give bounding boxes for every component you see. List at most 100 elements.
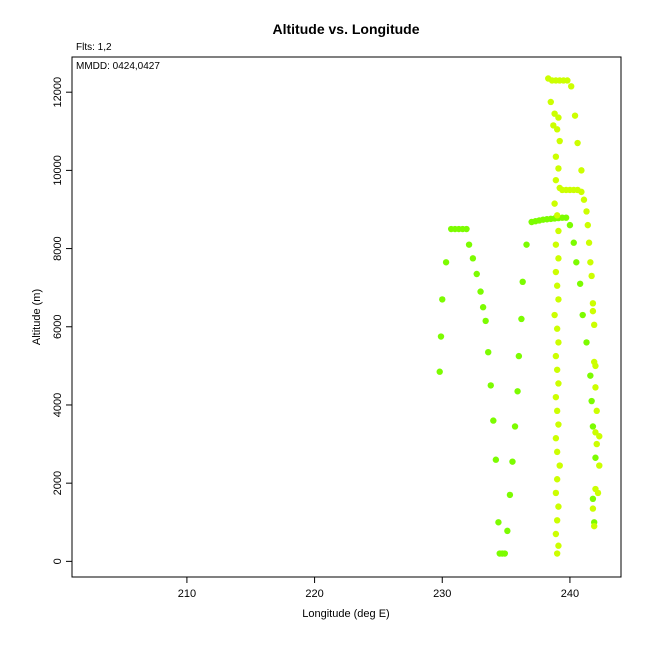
data-point	[495, 519, 502, 526]
data-point	[555, 339, 562, 346]
data-point	[550, 122, 557, 129]
data-point	[553, 212, 561, 219]
data-point	[552, 176, 560, 184]
data-point	[580, 196, 588, 203]
data-point	[552, 489, 560, 497]
data-point	[439, 296, 446, 303]
y-axis-label: Altitude (m)	[31, 289, 43, 345]
data-point	[590, 321, 598, 329]
data-point	[551, 110, 558, 117]
data-point	[547, 98, 554, 106]
data-point	[555, 503, 562, 510]
data-point	[592, 429, 599, 436]
dates-annotation: MMDD: 0424,0427	[76, 61, 160, 72]
data-point	[552, 153, 560, 160]
data-point	[556, 462, 563, 469]
data-point	[555, 542, 562, 549]
data-point	[552, 393, 560, 401]
data-point	[518, 315, 525, 323]
data-point	[473, 270, 480, 278]
data-point	[578, 188, 585, 196]
data-point	[583, 208, 590, 215]
data-point	[552, 352, 560, 360]
data-point	[589, 495, 597, 503]
data-point	[553, 126, 561, 133]
data-point	[579, 311, 586, 319]
data-point	[583, 339, 590, 346]
data-point	[562, 214, 570, 221]
data-point	[555, 296, 562, 303]
data-point	[556, 137, 563, 145]
y-tick-label: 10000	[52, 155, 64, 186]
chart-title: Altitude vs. Longitude	[273, 21, 420, 37]
data-point	[571, 112, 579, 119]
data-point	[469, 255, 477, 262]
y-tick-label: 8000	[52, 236, 64, 260]
data-point	[588, 272, 595, 280]
data-point	[555, 255, 562, 262]
data-point	[584, 221, 592, 229]
data-point	[551, 200, 558, 207]
x-tick-label: 210	[178, 588, 196, 600]
data-point	[514, 388, 521, 395]
data-point	[555, 421, 562, 428]
data-point	[568, 83, 575, 90]
data-point	[555, 165, 562, 172]
data-point	[553, 517, 561, 524]
data-point	[523, 241, 530, 248]
data-point	[551, 311, 558, 319]
data-point	[553, 282, 561, 289]
data-point	[511, 423, 519, 430]
data-point	[555, 380, 562, 387]
plot-frame	[71, 56, 622, 578]
data-point	[553, 407, 561, 415]
data-point	[479, 304, 487, 311]
data-point	[564, 77, 571, 84]
data-point	[463, 225, 470, 233]
flights-annotation: Flts: 1,2	[76, 42, 112, 53]
data-point	[506, 491, 514, 499]
data-point	[552, 241, 560, 248]
data-point	[593, 407, 600, 415]
data-point	[573, 259, 580, 266]
data-point	[492, 456, 500, 463]
data-point	[487, 382, 494, 389]
data-point	[589, 307, 597, 315]
data-point	[592, 384, 599, 391]
data-point	[553, 325, 561, 332]
data-point	[566, 221, 574, 229]
data-point	[588, 397, 595, 405]
x-axis: 210 220 230 240	[178, 577, 579, 600]
data-point	[504, 527, 511, 535]
data-point	[555, 227, 562, 235]
data-point	[570, 239, 577, 246]
x-tick-label: 220	[305, 588, 323, 600]
data-point	[442, 259, 450, 266]
data-point	[596, 462, 603, 469]
data-point	[589, 423, 597, 430]
data-point	[553, 366, 561, 373]
y-tick-label: 2000	[52, 471, 64, 495]
data-point	[587, 372, 594, 379]
data-point	[436, 368, 443, 375]
data-point	[501, 550, 509, 557]
data-point	[552, 530, 560, 538]
data-point	[553, 476, 561, 483]
data-point	[490, 417, 497, 424]
x-tick-label: 240	[561, 588, 579, 600]
data-point	[553, 448, 561, 456]
data-points	[436, 75, 603, 557]
data-point	[465, 241, 473, 248]
data-point	[578, 167, 585, 174]
data-point	[587, 259, 594, 266]
data-point	[552, 435, 560, 442]
data-point	[596, 433, 603, 440]
x-tick-label: 230	[433, 588, 451, 600]
data-point	[576, 280, 584, 287]
data-point	[437, 333, 445, 340]
data-point	[590, 522, 598, 530]
data-point	[519, 278, 526, 286]
y-axis: 0 2000 4000 6000 8000 10000 12000	[52, 77, 72, 564]
data-point	[555, 114, 562, 121]
